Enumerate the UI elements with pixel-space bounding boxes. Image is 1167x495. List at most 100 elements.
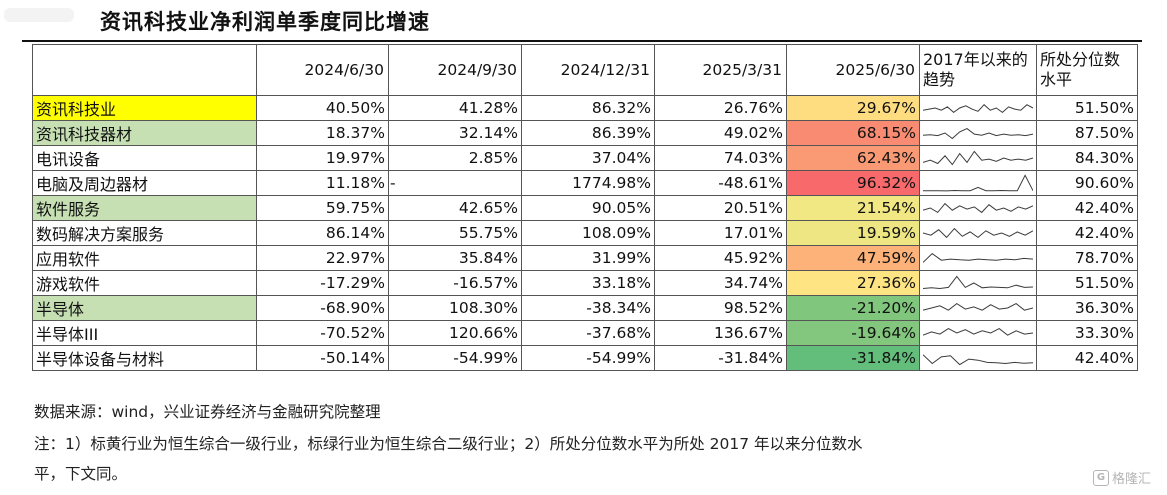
trend-sparkline	[923, 103, 1033, 114]
row-name: 资讯科技业	[32, 95, 257, 121]
value-cell: 35.84%	[388, 245, 522, 271]
percentile-cell: 51.50%	[1036, 270, 1138, 296]
table-row: 游戏软件 -17.29% -16.57% 33.18% 34.74% 27.36% 51.5…	[32, 270, 1138, 296]
value-cell: 40.50%	[256, 95, 389, 121]
percentile-cell: 33.30%	[1036, 320, 1138, 346]
value-cell: 34.74%	[654, 270, 787, 296]
value-cell: -31.84%	[654, 345, 787, 371]
latest-value-cell: 47.59%	[786, 245, 920, 271]
value-cell: 45.92%	[654, 245, 787, 271]
percentile-cell: 90.60%	[1036, 170, 1138, 196]
watermark-logo-icon: G	[1092, 469, 1109, 486]
title-rule	[22, 40, 1142, 42]
value-cell: 37.04%	[521, 145, 655, 171]
latest-value-cell: -19.64%	[786, 320, 920, 346]
latest-value-cell: 29.67%	[786, 95, 920, 121]
trend-sparkline	[923, 202, 1033, 214]
value-cell: 74.03%	[654, 145, 787, 171]
table-row: 半导体 -68.90% 108.30% -38.34% 98.52% -21.20% 36.…	[32, 295, 1138, 321]
row-name: 软件服务	[32, 195, 257, 221]
latest-value-cell: 62.43%	[786, 145, 920, 171]
trend-sparkline-cell	[919, 320, 1037, 346]
trend-sparkline	[923, 328, 1033, 336]
value-cell: 59.75%	[256, 195, 389, 221]
table-row: 应用软件 22.97% 35.84% 31.99% 45.92% 47.59% 78.70%	[32, 245, 1138, 271]
corner-smudge	[4, 8, 74, 22]
table-row: 电脑及周边器材 11.18% -1774.98% -48.61% 96.32% 90.60…	[32, 170, 1138, 196]
value-cell: -37.68%	[521, 320, 655, 346]
row-name: 电讯设备	[32, 145, 257, 171]
row-name: 电脑及周边器材	[32, 170, 257, 196]
trend-sparkline	[923, 128, 1033, 140]
row-name: 半导体III	[32, 320, 257, 346]
value-cell: 20.51%	[654, 195, 787, 221]
value-cell: -	[388, 170, 522, 196]
value-cell: -48.61%	[654, 170, 787, 196]
percentile-cell: 42.40%	[1036, 195, 1138, 221]
trend-sparkline	[923, 174, 1033, 192]
percentile-cell: 87.50%	[1036, 120, 1138, 146]
latest-value-cell: 19.59%	[786, 220, 920, 246]
trend-sparkline-cell	[919, 120, 1037, 146]
value-cell: 49.02%	[654, 120, 787, 146]
latest-value-cell: 96.32%	[786, 170, 920, 196]
value-cell: -16.57%	[388, 270, 522, 296]
value-cell: 86.39%	[521, 120, 655, 146]
table-row: 电讯设备 19.97% 2.85% 37.04% 74.03% 62.43% 84.30%	[32, 145, 1138, 171]
value-cell: 120.66%	[388, 320, 522, 346]
value-cell: 86.32%	[521, 95, 655, 121]
value-cell: 55.75%	[388, 220, 522, 246]
table-row: 软件服务 59.75% 42.65% 90.05% 20.51% 21.54% 42.40%	[32, 195, 1138, 221]
value-cell: -68.90%	[256, 295, 389, 321]
trend-sparkline	[923, 227, 1033, 239]
trend-sparkline	[923, 252, 1033, 263]
trend-sparkline-cell	[919, 145, 1037, 171]
header-row: 2024/6/30 2024/9/30 2024/12/31 2025/3/31…	[32, 44, 1138, 96]
value-cell: -54.99%	[388, 345, 522, 371]
header-2024-12-31: 2024/12/31	[521, 44, 655, 96]
value-cell: 26.76%	[654, 95, 787, 121]
value-cell: 19.97%	[256, 145, 389, 171]
value-cell: 11.18%	[256, 170, 389, 196]
value-cell: 108.09%	[521, 220, 655, 246]
trend-sparkline-cell	[919, 95, 1037, 121]
header-2024-9-30: 2024/9/30	[388, 44, 522, 96]
value-cell: -54.99%	[521, 345, 655, 371]
value-cell: -38.34%	[521, 295, 655, 321]
header-2024-6-30: 2024/6/30	[256, 44, 389, 96]
header-2025-3-31: 2025/3/31	[654, 44, 787, 96]
value-cell: -70.52%	[256, 320, 389, 346]
trend-sparkline	[923, 354, 1033, 366]
trend-sparkline-cell	[919, 170, 1037, 196]
value-cell: -50.14%	[256, 345, 389, 371]
header-trend: 2017年以来的趋势	[919, 44, 1037, 96]
percentile-cell: 42.40%	[1036, 345, 1138, 371]
trend-sparkline-cell	[919, 195, 1037, 221]
watermark-text: 格隆汇	[1111, 472, 1151, 487]
percentile-cell: 84.30%	[1036, 145, 1138, 171]
table-row: 半导体设备与材料 -50.14% -54.99% -54.99% -31.84% -31.…	[32, 345, 1138, 371]
trend-sparkline	[923, 275, 1033, 290]
value-cell: 18.37%	[256, 120, 389, 146]
value-cell: 108.30%	[388, 295, 522, 321]
table-row: 资讯科技器材 18.37% 32.14% 86.39% 49.02% 68.15% 87.5…	[32, 120, 1138, 146]
trend-sparkline	[923, 302, 1033, 311]
trend-sparkline-cell	[919, 270, 1037, 296]
value-cell: 1774.98%	[521, 170, 655, 196]
value-cell: 41.28%	[388, 95, 522, 121]
value-cell: 90.05%	[521, 195, 655, 221]
header-percentile: 所处分位数水平	[1036, 44, 1138, 96]
trend-sparkline-cell	[919, 345, 1037, 371]
value-cell: 42.65%	[388, 195, 522, 221]
value-cell: 22.97%	[256, 245, 389, 271]
value-cell: 136.67%	[654, 320, 787, 346]
value-cell: 33.18%	[521, 270, 655, 296]
latest-value-cell: 68.15%	[786, 120, 920, 146]
value-cell: 98.52%	[654, 295, 787, 321]
row-name: 数码解决方案服务	[32, 220, 257, 246]
source-note: 数据来源：wind，兴业证券经济与金融研究院整理	[34, 403, 381, 421]
footnote-line-1: 注：1）标黄行业为恒生综合一级行业，标绿行业为恒生综合二级行业；2）所处分位数水…	[34, 435, 863, 453]
trend-sparkline-cell	[919, 220, 1037, 246]
table-row: 半导体III -70.52% 120.66% -37.68% 136.67% -19.64…	[32, 320, 1138, 346]
latest-value-cell: -21.20%	[786, 295, 920, 321]
